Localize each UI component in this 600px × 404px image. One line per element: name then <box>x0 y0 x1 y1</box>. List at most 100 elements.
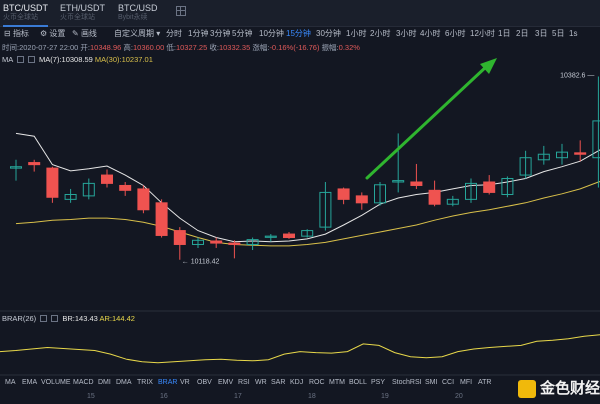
trend-arrow-head <box>480 58 497 74</box>
interval-10[interactable]: 3小时 <box>396 29 417 38</box>
candle-body <box>465 182 477 200</box>
indicator-tab-trix[interactable]: TRIX <box>137 379 153 386</box>
interval-14[interactable]: 1日 <box>498 29 511 38</box>
info-open: 10348.96 <box>90 43 122 52</box>
trend-arrow-line <box>365 64 489 180</box>
draw-label: 画线 <box>80 29 97 38</box>
indicator-tab-volume[interactable]: VOLUME <box>41 379 71 386</box>
ohlc-info: 时间:2020-07-27 22:00 开:10348.96 高:10360.0… <box>2 43 360 53</box>
indicator-tab-stochrsi[interactable]: StochRSI <box>392 379 422 386</box>
indicator-tab-dma[interactable]: DMA <box>116 379 132 386</box>
indicator-tab-roc[interactable]: ROC <box>309 379 325 386</box>
indicator-tab-dmi[interactable]: DMI <box>98 379 111 386</box>
brar-settings-icon[interactable] <box>40 315 48 322</box>
candle-body <box>519 157 532 176</box>
high-price-label: 10382.6 — <box>560 72 594 79</box>
date-axis: 15 16 17 18 19 20 <box>0 390 600 404</box>
indicator-tab-brar[interactable]: BRAR <box>158 379 178 386</box>
candle-body <box>283 233 295 239</box>
logo-mark-icon <box>518 380 536 398</box>
tab-btc-usdt[interactable]: BTC/USDT 火币全球站 <box>3 3 48 27</box>
indicator-tab-cci[interactable]: CCI <box>442 379 455 386</box>
draw-button[interactable]: ✎ 画线 <box>72 29 97 38</box>
br-value: BR:143.43 <box>62 314 98 323</box>
settings-label: 设置 <box>49 29 66 38</box>
candle-body <box>64 193 77 200</box>
candle-body <box>46 167 59 198</box>
ar-value: AR:144.42 <box>99 314 135 323</box>
candle-body <box>192 239 204 245</box>
interval-7[interactable]: 30分钟 <box>316 29 341 38</box>
pair-tabs: BTC/USDT 火币全球站 ETH/USDT 火币全球站 BTC/USD By… <box>0 0 600 27</box>
interval-17[interactable]: 5日 <box>552 29 565 38</box>
info-change: -0.16%(-16.76) <box>269 43 320 52</box>
interval-12[interactable]: 6小时 <box>445 29 466 38</box>
candle-body <box>501 178 514 195</box>
toolbar: ⊟ 指标 ⚙ 设置 ✎ 画线 自定义周期 ▾ 分时 1分钟 3分钟 5分钟 10分钟 15… <box>0 26 600 42</box>
indicator-tab-vr[interactable]: VR <box>180 379 190 386</box>
indicator-tab-obv[interactable]: OBV <box>197 379 212 386</box>
indicator-tab-rsi[interactable]: RSI <box>238 379 250 386</box>
candle-body <box>410 181 423 186</box>
ma-close-icon[interactable] <box>27 56 35 63</box>
interval-11[interactable]: 4小时 <box>420 29 441 38</box>
interval-18[interactable]: 1s <box>569 29 578 38</box>
indicator-tab-mtm[interactable]: MTM <box>329 379 345 386</box>
indicator-tab-wr[interactable]: WR <box>255 379 267 386</box>
indicator-tab-smi[interactable]: SMI <box>425 379 438 386</box>
interval-8[interactable]: 1小时 <box>346 29 367 38</box>
indicator-tab-mfi[interactable]: MFI <box>460 379 473 386</box>
interval-4[interactable]: 5分钟 <box>232 29 253 38</box>
indicator-tab-ema[interactable]: EMA <box>22 379 38 386</box>
candle-body <box>10 166 22 169</box>
indicator-tab-sar[interactable]: SAR <box>271 379 286 386</box>
tab-pair: BTC/USDT <box>3 3 48 13</box>
candle-body <box>301 230 314 237</box>
candle-body <box>556 151 568 159</box>
indicator-tab-psy[interactable]: PSY <box>371 379 386 386</box>
ma30-value: MA(30):10237.01 <box>94 55 153 64</box>
indicator-tab-atr[interactable]: ATR <box>478 379 492 386</box>
indicator-tab-macd[interactable]: MACD <box>73 379 94 386</box>
interval-1[interactable]: 分时 <box>166 29 182 38</box>
candle-body <box>355 195 368 204</box>
tab-eth-usdt[interactable]: ETH/USDT 火币全球站 <box>60 3 105 25</box>
interval-15[interactable]: 2日 <box>516 29 529 38</box>
candle-body <box>228 242 241 245</box>
info-close: 10332.35 <box>218 43 251 52</box>
interval-16[interactable]: 3日 <box>535 29 548 38</box>
info-high-label: 高: <box>123 43 133 52</box>
interval-9[interactable]: 2小时 <box>370 29 391 38</box>
tab-pair: BTC/USD <box>118 3 158 13</box>
info-low-label: 低: <box>166 43 176 52</box>
indicator-button[interactable]: ⊟ 指标 <box>4 29 29 38</box>
ma-label: MA <box>2 55 13 64</box>
candle-body <box>337 188 350 200</box>
interval-3[interactable]: 3分钟 <box>210 29 231 38</box>
interval-5[interactable]: 10分钟 <box>259 29 284 38</box>
date-tick: 16 <box>160 393 168 400</box>
date-tick: 15 <box>87 393 95 400</box>
candle-body <box>592 120 600 159</box>
info-low: 10327.25 <box>175 43 208 52</box>
tab-btc-usd[interactable]: BTC/USD Bybit永续 <box>118 3 158 25</box>
tab-exchange: 火币全球站 <box>60 14 95 21</box>
indicator-tab-emv[interactable]: EMV <box>218 379 234 386</box>
indicator-tab-kdj[interactable]: KDJ <box>290 379 304 386</box>
info-close-label: 收: <box>209 43 219 52</box>
candle-body <box>264 235 277 238</box>
custom-period-dropdown[interactable]: 自定义周期 ▾ <box>114 29 161 38</box>
low-price-label: ← 10118.42 <box>182 259 220 266</box>
brar-close-icon[interactable] <box>51 315 59 322</box>
layout-grid-icon[interactable] <box>176 6 186 16</box>
indicator-tab-ma[interactable]: MA <box>5 379 16 386</box>
settings-button[interactable]: ⚙ 设置 <box>40 29 66 38</box>
info-amp-label: 振幅: <box>321 43 339 52</box>
indicator-tab-boll[interactable]: BOLL <box>349 379 367 386</box>
interval-13[interactable]: 12小时 <box>470 29 495 38</box>
interval-6[interactable]: 15分钟 <box>286 29 311 38</box>
ma-settings-icon[interactable] <box>16 56 24 63</box>
interval-2[interactable]: 1分钟 <box>188 29 209 38</box>
info-high: 10360.00 <box>132 43 165 52</box>
